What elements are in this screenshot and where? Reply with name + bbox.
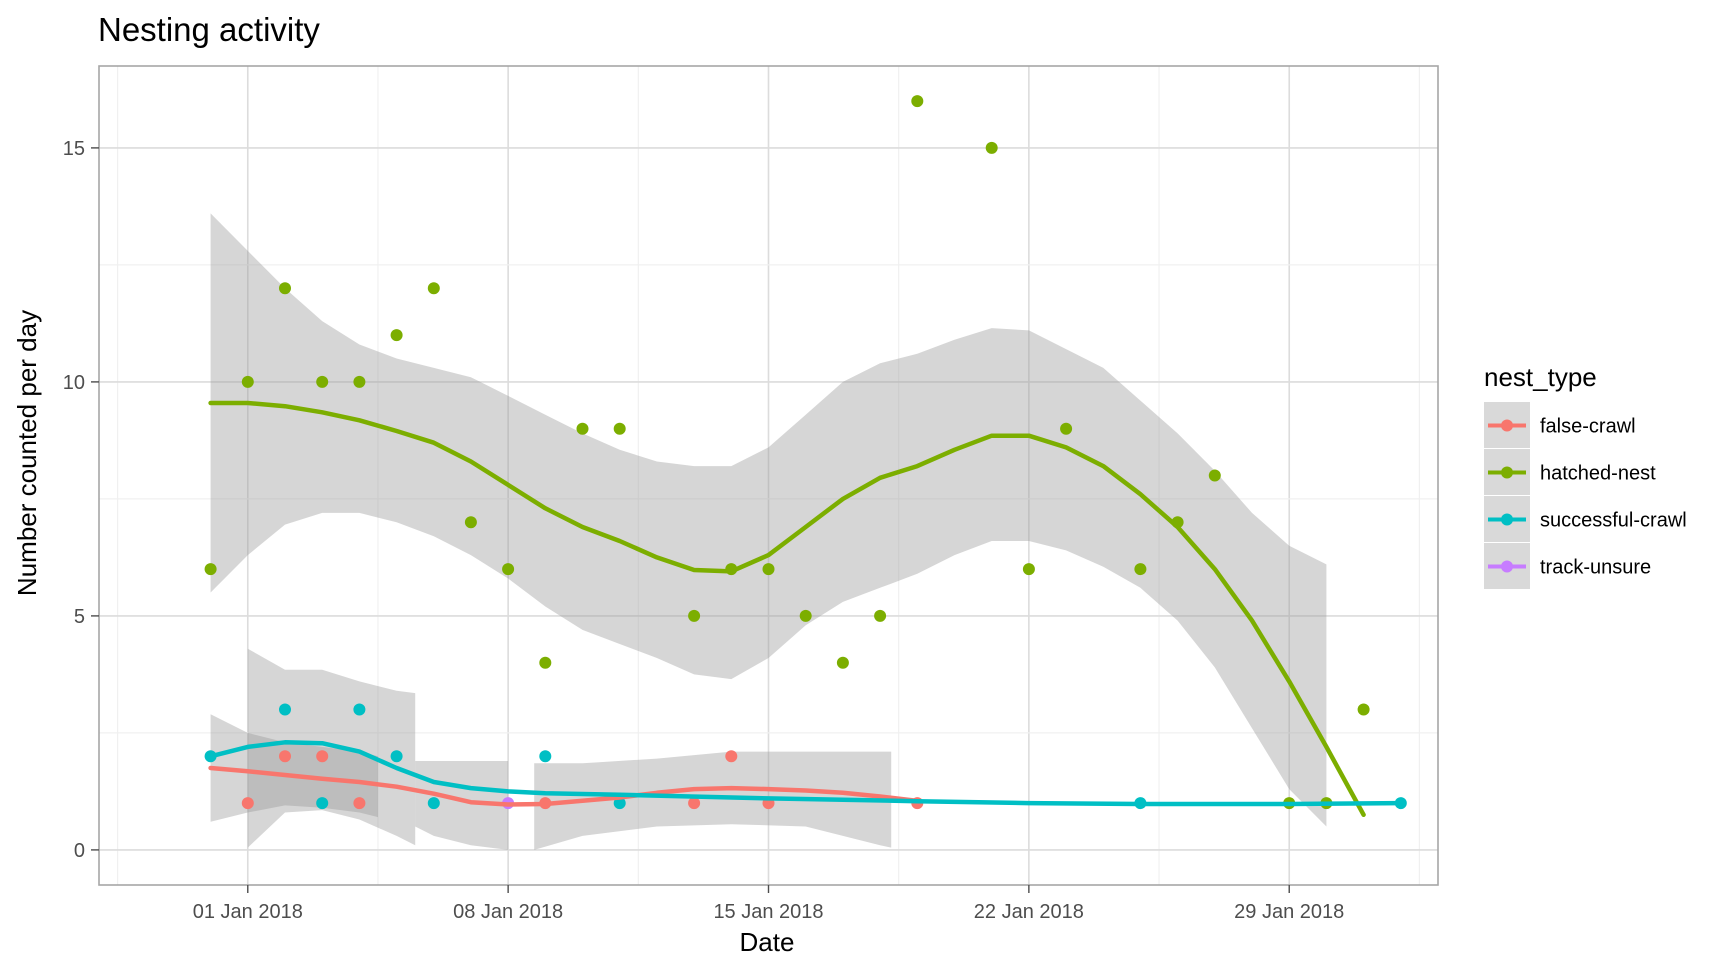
- confidence-band-small-4: [534, 751, 892, 850]
- legend-label-hatched-nest: hatched-nest: [1540, 463, 1656, 485]
- point-hatched-nest: [279, 282, 291, 295]
- legend-dot-hatched-nest: [1501, 466, 1513, 479]
- legend-dot-false-crawl: [1501, 419, 1513, 432]
- confidence-band-small-1: [210, 714, 378, 822]
- point-hatched-nest: [502, 563, 515, 576]
- x-tick-label: 22 Jan 2018: [974, 901, 1084, 923]
- legend-dot-track-unsure: [1501, 560, 1513, 573]
- point-successful-crawl: [613, 797, 626, 810]
- x-tick-label: 29 Jan 2018: [1234, 901, 1344, 923]
- point-successful-crawl: [390, 750, 403, 763]
- point-hatched-nest: [799, 609, 812, 622]
- point-false-crawl: [316, 750, 329, 763]
- y-axis-title: Number counted per day: [12, 310, 42, 596]
- grid-lines: [99, 66, 1438, 885]
- chart-title: Nesting activity: [98, 11, 320, 48]
- y-tick-label: 5: [74, 606, 85, 628]
- point-hatched-nest: [539, 656, 552, 669]
- point-false-crawl: [688, 797, 701, 810]
- confidence-band-small-2: [247, 648, 416, 848]
- smooth-line-successful-crawl: [208, 740, 1404, 807]
- legend-label-successful-crawl: successful-crawl: [1540, 510, 1687, 532]
- confidence-bands: [210, 213, 1327, 850]
- point-hatched-nest: [390, 329, 403, 342]
- x-axis-ticks: 01 Jan 2018 08 Jan 2018 15 Jan 2018 22 Jan …: [193, 885, 1344, 923]
- legend-title: nest_type: [1484, 362, 1597, 392]
- point-hatched-nest: [1357, 703, 1370, 716]
- point-hatched-nest: [204, 563, 217, 576]
- point-hatched-nest: [911, 95, 924, 108]
- point-hatched-nest: [353, 375, 366, 388]
- point-false-crawl: [353, 797, 366, 810]
- point-successful-crawl: [279, 703, 291, 716]
- point-hatched-nest: [1022, 563, 1035, 576]
- point-hatched-nest: [836, 656, 849, 669]
- point-hatched-nest: [874, 609, 887, 622]
- smooth-lines: [208, 400, 1404, 818]
- legend-items: false-crawl hatched-nest successful-crawl t…: [1484, 402, 1687, 589]
- point-hatched-nest: [1134, 563, 1147, 576]
- y-tick-label: 15: [63, 138, 85, 160]
- legend: nest_type false-crawl hatched-nest success…: [1484, 362, 1687, 589]
- point-hatched-nest: [985, 141, 998, 154]
- smooth-line-false-crawl: [208, 765, 920, 807]
- x-tick-label: 15 Jan 2018: [713, 901, 823, 923]
- point-hatched-nest: [762, 563, 775, 576]
- point-hatched-nest: [316, 375, 329, 388]
- y-axis-ticks: 0 5 10 15: [63, 138, 99, 862]
- y-tick-label: 10: [63, 372, 85, 394]
- point-hatched-nest: [613, 422, 626, 435]
- point-hatched-nest: [1208, 469, 1221, 482]
- point-false-crawl: [279, 750, 291, 763]
- point-hatched-nest: [576, 422, 589, 435]
- confidence-band-hatched-nest: [210, 213, 1327, 827]
- point-hatched-nest: [688, 609, 701, 622]
- point-false-crawl: [725, 750, 738, 763]
- point-hatched-nest: [427, 282, 440, 295]
- smooth-line-hatched-nest: [208, 400, 1366, 818]
- x-axis-title: Date: [740, 927, 795, 957]
- y-tick-label: 0: [74, 840, 85, 862]
- legend-label-track-unsure: track-unsure: [1540, 557, 1651, 579]
- point-successful-crawl: [316, 797, 329, 810]
- point-successful-crawl: [539, 750, 552, 763]
- point-hatched-nest: [1060, 422, 1073, 435]
- point-successful-crawl: [427, 797, 440, 810]
- point-hatched-nest: [464, 516, 477, 529]
- legend-dot-successful-crawl: [1501, 513, 1513, 526]
- point-successful-crawl: [353, 703, 366, 716]
- x-tick-label: 01 Jan 2018: [193, 901, 303, 923]
- point-false-crawl: [241, 797, 254, 810]
- x-tick-label: 08 Jan 2018: [453, 901, 563, 923]
- point-hatched-nest: [241, 375, 254, 388]
- legend-label-false-crawl: false-crawl: [1540, 416, 1636, 438]
